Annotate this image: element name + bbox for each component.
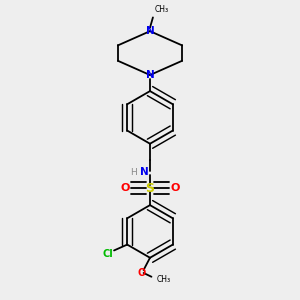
Text: Cl: Cl — [102, 249, 113, 259]
Text: H: H — [130, 168, 137, 177]
Text: O: O — [121, 183, 130, 193]
Text: S: S — [146, 182, 154, 195]
Text: N: N — [140, 167, 148, 177]
Text: N: N — [146, 70, 154, 80]
Text: CH₃: CH₃ — [157, 275, 171, 284]
Text: CH₃: CH₃ — [154, 4, 169, 14]
Text: N: N — [146, 26, 154, 36]
Text: O: O — [170, 183, 179, 193]
Text: O: O — [137, 268, 146, 278]
